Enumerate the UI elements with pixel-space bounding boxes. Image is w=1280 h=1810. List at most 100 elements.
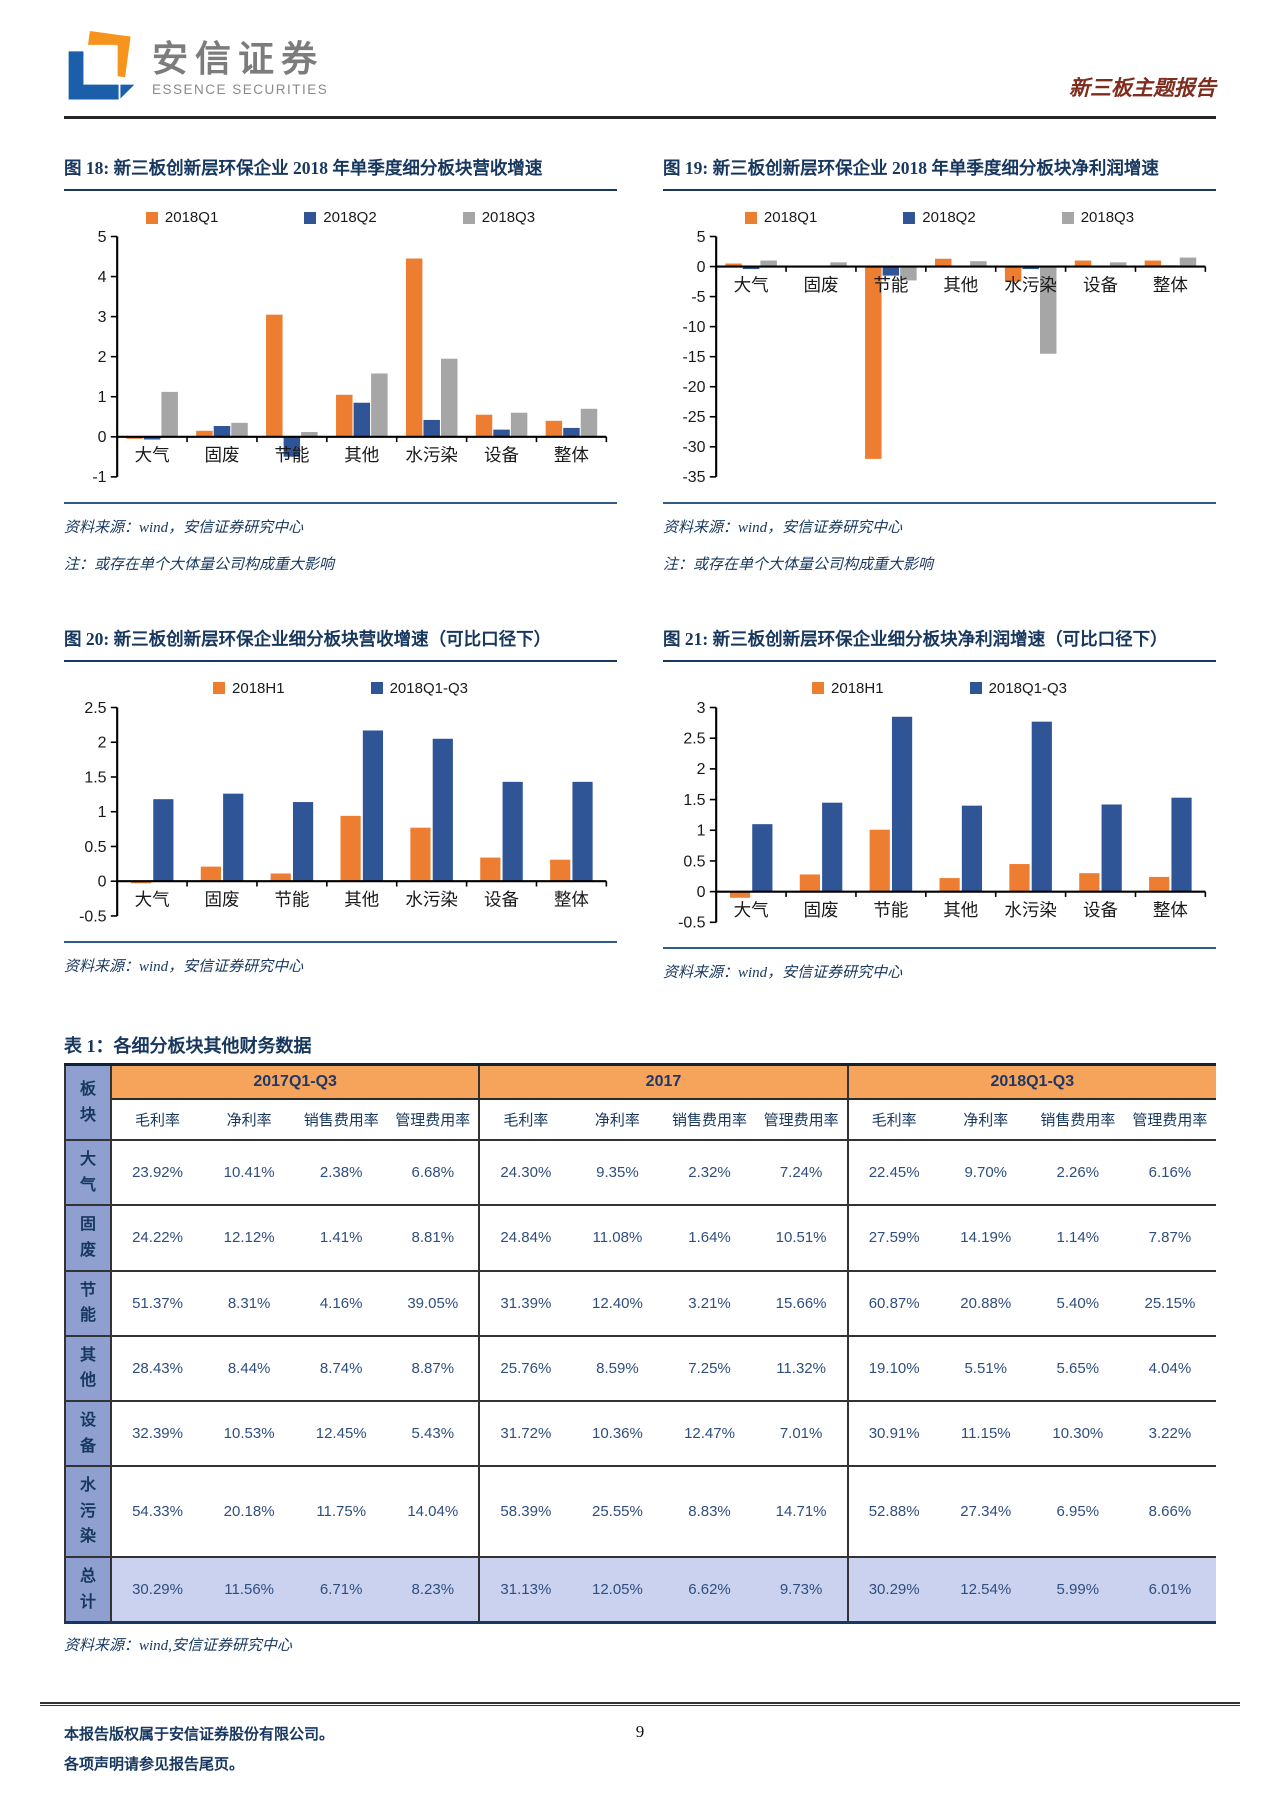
svg-text:整体: 整体 [554,445,590,465]
figure-21: 图 21: 新三板创新层环保企业细分板块净利润增速（可比口径下） 2018H1 2… [663,622,1216,982]
table-cell: 8.74% [319,1359,363,1377]
figure-18-chart: -1 0 1 2 3 4 5 大气 固废 节能 其他 水污染 设备 整体 [92,229,608,486]
table-cell: 11.08% [592,1229,643,1247]
table-cell: 2.26% [1056,1164,1100,1182]
table-row: 其他 28.43% 8.44% 8.74% 8.87% 25.76% 8.59% 7.25% 1… [65,1335,1216,1401]
table-cell: 10.30% [1052,1425,1104,1443]
svg-text:其他: 其他 [344,445,379,465]
report-category-tag: 新三板主题报告 [1069,76,1216,100]
essence-securities-logo [68,31,135,100]
svg-text:2: 2 [98,349,107,366]
table-row: 大气 23.92% 10.41% 2.38% 6.68% 24.30% 9.35% 2.32%… [65,1140,1216,1206]
figures-grid: 图 18: 新三板创新层环保企业 2018 年单季度细分板块营收增速 2018Q… [64,151,1216,982]
svg-text:-15: -15 [682,349,705,366]
table-cell: 60.87% [868,1294,920,1312]
table-cell: 12.40% [591,1294,643,1312]
table-cell: 7.01% [755,1400,849,1467]
figure-21-caption: 图 21: 新三板创新层环保企业细分板块净利润增速（可比口径下） [663,622,1216,662]
table-cell: 19.10% [868,1359,920,1377]
table-cell: 22.45% [868,1164,920,1182]
table-cell: 12.47% [684,1425,735,1443]
legend-item: 2018Q2 [903,209,976,226]
figure-18-legend: 2018Q1 2018Q2 2018Q3 [64,209,617,226]
svg-text:整体: 整体 [554,890,590,910]
svg-text:固废: 固废 [204,445,239,465]
table-cell: 1.14% [1056,1229,1100,1247]
table-cell: 3.21% [688,1294,731,1312]
table-cell: 5.51% [964,1359,1008,1377]
svg-text:设备: 设备 [1083,275,1119,295]
table-cell: 28.43% [132,1359,183,1377]
table-subheader: 管理费用率 [387,1099,481,1141]
svg-text:整体: 整体 [1153,275,1189,295]
svg-text:0: 0 [98,429,107,446]
table-cell: 20.18% [223,1503,275,1521]
table-group-row: 板块 2017Q1-Q3 2017 2018Q1-Q3 [65,1066,1216,1141]
page-header: 安信证券 ESSENCE SECURITIES 新三板主题报告 [64,30,1216,106]
svg-text:其他: 其他 [344,890,379,910]
legend-item: 2018Q1-Q3 [370,680,468,697]
brand-name-en: ESSENCE SECURITIES [152,82,329,98]
figure-18-caption: 图 18: 新三板创新层环保企业 2018 年单季度细分板块营收增速 [64,151,617,192]
table-row: 固废 24.22% 12.12% 1.41% 8.81% 24.84% 11.08% 1.64… [65,1205,1216,1271]
table-subheader: 销售费用率 [295,1099,388,1141]
table-cell: 6.95% [1056,1503,1100,1521]
svg-text:水污染: 水污染 [405,890,458,910]
figure-19-legend: 2018Q1 2018Q2 2018Q3 [663,209,1216,226]
table-subheader: 销售费用率 [1031,1099,1124,1141]
table-cell: 2.38% [319,1164,363,1182]
page-number: 9 [635,1722,645,1741]
table-cell: 12.45% [315,1425,367,1443]
footer-divider [40,1702,1240,1706]
svg-text:固废: 固废 [803,900,838,920]
brand-text: 安信证券 ESSENCE SECURITIES [152,39,328,98]
svg-text:2.5: 2.5 [683,730,705,747]
svg-text:0: 0 [697,884,706,901]
svg-text:0: 0 [98,874,107,891]
table-row-label: 设备 [65,1400,112,1467]
figure-19-chart: -35 -30 -25 -20 -15 -10 -5 0 5 大气 固废 节能 其他 水污染 设备 整体 [682,229,1207,486]
table-cell: 15.66% [755,1270,849,1336]
table-cell: 24.22% [132,1229,183,1247]
svg-text:整体: 整体 [1153,900,1189,920]
legend-item: 2018Q3 [1061,209,1134,226]
table-cell: 23.92% [132,1164,183,1182]
svg-text:0.5: 0.5 [84,839,106,856]
table-cell: 7.25% [688,1359,731,1377]
svg-text:大气: 大气 [734,900,769,920]
svg-text:设备: 设备 [484,445,520,465]
table-row-label: 总计 [65,1556,112,1623]
table-group-header: 2018Q1-Q3 [847,1066,1216,1101]
figure-21-source-divider [663,947,1216,950]
svg-text:1: 1 [697,823,706,840]
svg-text:0.5: 0.5 [683,853,705,870]
figure-18-source: 资料来源：wind，安信证券研究中心 [64,519,304,536]
table-cell: 9.70% [964,1164,1008,1182]
table-source: 资料来源：wind,安信证券研究中心 [64,1638,292,1655]
figure-20-caption: 图 20: 新三板创新层环保企业细分板块营收增速（可比口径下） [64,622,617,662]
figure-20-chart: -0.5 0 0.5 1 1.5 2 2.5 大气 固废 节能 其他 水污染 设备 整体 [79,700,608,925]
legend-item: 2018Q2 [304,209,377,226]
svg-text:5: 5 [98,229,107,246]
svg-text:水污染: 水污染 [1004,900,1057,920]
svg-text:设备: 设备 [484,890,520,910]
table-row: 总计 30.29% 11.56% 6.71% 8.23% 31.13% 12.05% 6.62… [65,1556,1216,1623]
svg-text:-20: -20 [682,379,705,396]
svg-text:2: 2 [697,761,706,778]
legend-swatch [145,211,158,224]
table-cell: 39.05% [387,1270,481,1336]
legend-item: 2018H1 [812,680,884,697]
figure-18-note: 注：或存在单个大体量公司构成重大影响 [64,556,335,573]
svg-text:-25: -25 [682,409,705,426]
table-cell: 3.22% [1148,1425,1192,1443]
svg-text:3: 3 [98,309,107,326]
table-cell: 10.53% [223,1425,275,1443]
table-cell: 8.87% [387,1335,481,1401]
page-footer: 本报告版权属于安信证券股份有限公司。 各项声明请参见报告尾页。 9 [40,1702,1240,1780]
table-cell: 8.31% [227,1294,271,1312]
table-cell: 6.71% [295,1556,388,1623]
svg-text:固废: 固废 [803,275,838,295]
figure-20-legend: 2018H1 2018Q1-Q3 [64,680,617,697]
svg-text:水污染: 水污染 [1004,275,1057,295]
legend-swatch [744,211,757,224]
